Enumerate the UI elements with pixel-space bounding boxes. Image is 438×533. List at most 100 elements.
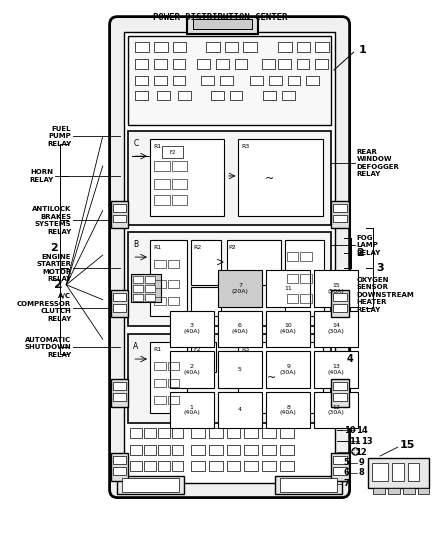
Bar: [135, 76, 148, 85]
Bar: [131, 274, 161, 302]
Bar: [220, 76, 233, 85]
Bar: [262, 59, 275, 69]
Bar: [287, 252, 298, 261]
Bar: [226, 461, 240, 471]
Bar: [154, 42, 168, 52]
Bar: [172, 161, 187, 171]
Bar: [300, 294, 312, 303]
Text: POWER DISTRIBUTION CENTER: POWER DISTRIBUTION CENTER: [152, 13, 287, 22]
Bar: [226, 429, 240, 438]
Bar: [315, 42, 329, 52]
Bar: [130, 429, 142, 438]
Text: 13: 13: [361, 437, 373, 446]
Bar: [158, 445, 170, 455]
Bar: [170, 392, 214, 429]
Bar: [170, 351, 214, 387]
Text: 11: 11: [349, 437, 360, 446]
Bar: [333, 393, 347, 401]
Bar: [110, 201, 128, 229]
Bar: [135, 59, 148, 69]
Text: 1
(40A): 1 (40A): [183, 405, 200, 415]
Bar: [266, 311, 310, 347]
Bar: [193, 19, 252, 28]
Bar: [285, 240, 324, 317]
Bar: [124, 33, 335, 483]
Text: 10
(40A): 10 (40A): [280, 324, 297, 334]
Bar: [331, 290, 349, 318]
Bar: [135, 91, 148, 100]
Bar: [113, 393, 126, 401]
Text: C: C: [133, 139, 138, 148]
Bar: [133, 285, 143, 292]
Bar: [333, 456, 347, 464]
Bar: [314, 392, 358, 429]
Bar: [263, 91, 276, 100]
Text: HORN
RELAY: HORN RELAY: [29, 169, 53, 183]
Text: 5: 5: [238, 367, 242, 372]
Bar: [218, 311, 262, 347]
Text: 4: 4: [238, 408, 242, 413]
Bar: [266, 392, 310, 429]
Bar: [191, 287, 221, 317]
Bar: [287, 294, 298, 303]
Bar: [300, 274, 312, 283]
Text: 6: 6: [344, 469, 350, 478]
Bar: [168, 260, 180, 268]
Bar: [168, 395, 180, 403]
Text: ENGINE
STARTER
MOTOR
RELAY: ENGINE STARTER MOTOR RELAY: [36, 254, 71, 282]
Bar: [266, 270, 310, 306]
Text: P2: P2: [229, 245, 236, 250]
Bar: [230, 91, 242, 100]
Bar: [162, 146, 184, 158]
Bar: [144, 429, 156, 438]
Bar: [262, 461, 276, 471]
Text: R3: R3: [241, 347, 250, 352]
Text: 14: 14: [357, 426, 368, 435]
Bar: [113, 215, 126, 222]
Bar: [168, 362, 180, 370]
Text: 12
(30A): 12 (30A): [328, 405, 345, 415]
Text: 11: 11: [284, 286, 292, 291]
Bar: [191, 342, 216, 372]
Bar: [408, 463, 420, 481]
Bar: [172, 445, 184, 455]
Text: 12: 12: [354, 448, 366, 457]
Bar: [331, 379, 349, 407]
Bar: [262, 429, 276, 438]
Text: 8
(40A): 8 (40A): [280, 405, 297, 415]
Bar: [197, 59, 210, 69]
Text: R1: R1: [153, 347, 161, 352]
Text: 2: 2: [54, 278, 63, 292]
Bar: [157, 91, 170, 100]
Text: 15
(50A): 15 (50A): [328, 283, 345, 294]
Bar: [173, 42, 186, 52]
Text: 5: 5: [344, 458, 350, 467]
Bar: [154, 395, 166, 403]
Bar: [117, 476, 184, 494]
Text: A: A: [133, 342, 138, 351]
Bar: [244, 429, 258, 438]
Bar: [191, 461, 205, 471]
Bar: [168, 280, 180, 288]
Text: 6
(40A): 6 (40A): [232, 324, 248, 334]
Bar: [333, 304, 347, 311]
Bar: [417, 488, 429, 494]
Bar: [130, 461, 142, 471]
Text: 9
(30A): 9 (30A): [280, 364, 297, 375]
Bar: [113, 456, 126, 464]
Text: R1: R1: [153, 245, 161, 250]
Bar: [244, 445, 258, 455]
Text: R3: R3: [241, 144, 250, 149]
Bar: [173, 76, 185, 85]
Bar: [266, 351, 310, 387]
Bar: [172, 195, 187, 205]
Bar: [238, 342, 323, 414]
Bar: [226, 445, 240, 455]
Bar: [331, 201, 349, 229]
Bar: [218, 392, 262, 429]
Bar: [154, 76, 166, 85]
Bar: [133, 276, 143, 283]
Bar: [297, 42, 310, 52]
Bar: [154, 179, 170, 189]
Bar: [209, 461, 223, 471]
